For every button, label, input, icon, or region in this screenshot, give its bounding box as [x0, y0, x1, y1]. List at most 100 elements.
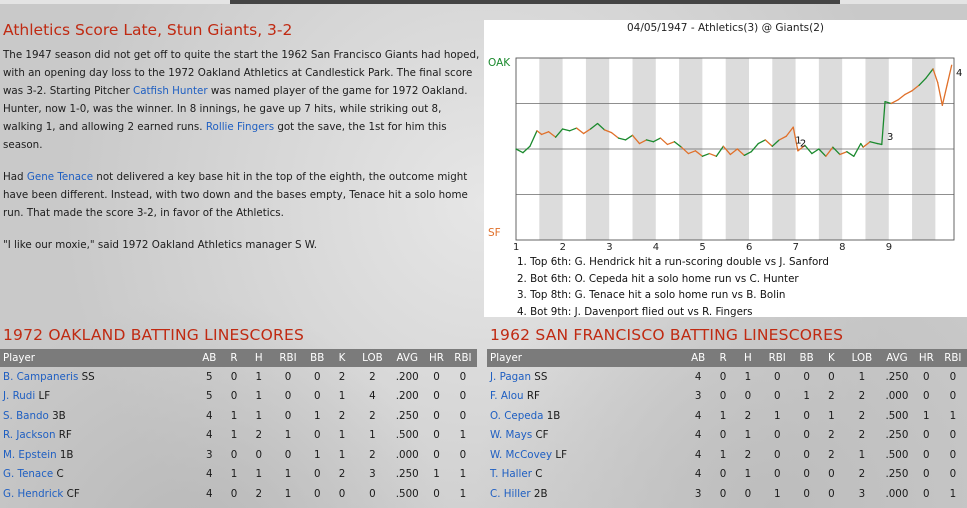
stat-cell: .500 [395, 429, 419, 442]
stat-cell: 2 [828, 448, 835, 461]
stat-cell: 4 [694, 448, 702, 461]
win-probability-segment [589, 122, 599, 130]
chart-note: 4. Bot 9th: J. Davenport flied out vs R.… [517, 305, 753, 318]
win-probability-segment [722, 145, 731, 156]
stat-cell: 0 [719, 487, 727, 500]
stat-cell: 0 [773, 370, 781, 383]
stat-cell: 0 [773, 390, 781, 403]
column-header[interactable]: H [246, 349, 272, 367]
stat-cell: .500 [885, 409, 909, 422]
column-header[interactable]: Player [0, 349, 197, 367]
column-header[interactable]: K [819, 349, 844, 367]
win-probability-segment [785, 126, 794, 137]
column-header[interactable]: AB [196, 349, 222, 367]
stat-cell: 1 [459, 487, 467, 500]
player-link[interactable]: W. McCovey [490, 448, 553, 461]
player-link[interactable]: G. Tenace [3, 468, 54, 481]
player-cell: C. Hiller 2B [487, 484, 686, 504]
player-link[interactable]: S. Bando [3, 409, 49, 422]
stat-cell: 0 [230, 390, 238, 403]
player-link[interactable]: F. Alou [490, 390, 524, 403]
column-header[interactable]: HR [424, 349, 449, 367]
table-row: T. Haller C 4 0 1 0 0 0 2 .250 0 0 [487, 465, 967, 485]
column-header[interactable]: LOB [354, 349, 391, 367]
x-tick-label: 4 [653, 242, 659, 253]
column-header[interactable]: BB [794, 349, 820, 367]
column-header[interactable]: RBI [271, 349, 305, 367]
column-header[interactable]: AVG [390, 349, 425, 367]
stat-cell: 0 [923, 390, 930, 403]
stat-cell: 0 [284, 448, 292, 461]
column-header[interactable]: K [329, 349, 355, 367]
player-cell: J. Rudi LF [0, 387, 197, 407]
stat-cell: 2 [338, 409, 346, 422]
story-text: not delivered a key base hit in the top … [3, 171, 468, 219]
stat-cell: 0 [433, 409, 440, 422]
story-paragraph-1: The 1947 season did not get off to quite… [3, 46, 480, 154]
player-link[interactable]: J. Pagan [490, 370, 532, 383]
column-header[interactable]: AVG [880, 349, 914, 367]
player-link[interactable]: Gene Tenace [26, 171, 94, 183]
table-row: O. Cepeda 1B 4 1 2 1 0 1 2 .500 1 1 [487, 406, 967, 426]
win-probability-segment [884, 101, 892, 105]
column-header[interactable]: LOB [843, 349, 880, 367]
stat-cell: 2 [338, 370, 346, 383]
position-label: C [531, 468, 543, 481]
column-header[interactable]: AB [685, 349, 711, 367]
stat-cell: 1 [858, 370, 866, 383]
player-cell: G. Hendrick CF [0, 484, 197, 504]
column-header[interactable]: RBI [760, 349, 795, 367]
column-header[interactable]: R [221, 349, 247, 367]
player-cell: R. Jackson RF [0, 426, 197, 446]
player-link[interactable]: Catfish Hunter [133, 85, 208, 97]
story-text: was named player of the game for 1972 Oa… [3, 85, 468, 133]
player-link[interactable]: G. Hendrick [3, 487, 64, 500]
column-header[interactable]: BB [304, 349, 330, 367]
stat-cell: .000 [885, 487, 909, 500]
column-header[interactable]: H [735, 349, 761, 367]
position-label: CF [63, 487, 80, 500]
win-probability-segment [832, 146, 841, 156]
win-probability-segment [736, 148, 745, 157]
player-cell: O. Cepeda 1B [487, 406, 686, 426]
stat-cell: 1 [828, 409, 835, 422]
column-header[interactable]: R [710, 349, 736, 367]
stat-cell: .500 [885, 448, 909, 461]
win-probability-segment [631, 134, 641, 145]
player-link[interactable]: Rollie Fingers [205, 121, 275, 133]
win-probability-segment [743, 151, 752, 157]
stat-cell: 0 [433, 448, 440, 461]
player-link[interactable]: J. Rudi [3, 390, 36, 403]
player-link[interactable]: T. Haller [490, 468, 532, 481]
table-row: B. Campaneris SS 5 0 1 0 0 2 2 .200 0 0 [0, 367, 477, 387]
column-header[interactable]: HR [913, 349, 939, 367]
column-header[interactable]: RBI [448, 349, 477, 367]
column-header[interactable]: RBI [938, 349, 967, 367]
stat-cell: 0 [433, 390, 440, 403]
table-row: C. Hiller 2B 3 0 0 1 0 0 3 .000 0 1 [487, 484, 967, 504]
player-link[interactable]: M. Epstein [3, 448, 57, 461]
stat-cell: 1 [255, 370, 263, 383]
stat-cell: 0 [313, 429, 321, 442]
stat-cell: 0 [255, 448, 263, 461]
stat-cell: .250 [885, 468, 909, 481]
player-link[interactable]: R. Jackson [3, 429, 56, 442]
player-link[interactable]: B. Campaneris [3, 370, 79, 383]
stat-cell: 0 [719, 429, 727, 442]
player-link[interactable]: O. Cepeda [490, 409, 544, 422]
table-row: G. Tenace C 4 1 1 1 0 2 3 .250 1 1 [0, 465, 477, 485]
win-probability-segment [804, 144, 813, 155]
player-link[interactable]: W. Mays [490, 429, 533, 442]
win-probability-segment [757, 139, 766, 145]
stat-cell: 1 [459, 429, 467, 442]
stat-cell: 0 [284, 370, 292, 383]
player-link[interactable]: C. Hiller [490, 487, 531, 500]
stat-cell: 2 [369, 409, 376, 422]
win-probability-segment [911, 84, 920, 92]
stat-cell: 0 [828, 487, 835, 500]
oakland-linescore-title: 1972 OAKLAND BATTING LINESCORES [3, 326, 304, 344]
stat-cell: 1 [949, 409, 957, 422]
table-row: G. Hendrick CF 4 0 2 1 0 0 0 .500 0 1 [0, 484, 477, 504]
stat-cell: 1 [230, 468, 238, 481]
column-header[interactable]: Player [487, 349, 686, 367]
